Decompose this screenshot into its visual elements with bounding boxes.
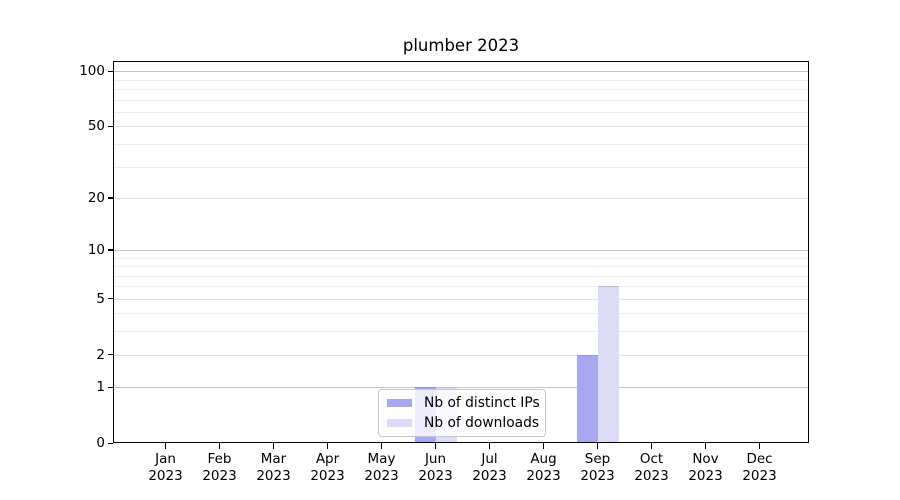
- x-axis-tick: [543, 443, 545, 449]
- x-axis-tick: [705, 443, 707, 449]
- gridline-major: [113, 387, 809, 389]
- x-axis-tick-label: Jan 2023: [148, 451, 183, 484]
- gridline-minor: [113, 79, 809, 81]
- y-axis-tick: [108, 249, 113, 251]
- x-axis-tick-label: Jun 2023: [418, 451, 453, 484]
- x-axis-tick-label: Apr 2023: [310, 451, 345, 484]
- x-axis-tick-label: Sep 2023: [580, 451, 615, 484]
- y-axis-tick: [108, 298, 113, 300]
- gridline-minor: [113, 112, 809, 114]
- gridline-minor: [113, 313, 809, 315]
- x-axis-tick-label: Feb 2023: [202, 451, 237, 484]
- x-axis-tick: [435, 443, 437, 449]
- legend-label-downloads: Nb of downloads: [424, 414, 540, 431]
- y-axis-tick-label: 20: [87, 189, 105, 206]
- legend-label-distinct-ips: Nb of distinct IPs: [424, 395, 540, 412]
- gridline-minor: [113, 266, 809, 268]
- gridline-minor: [113, 89, 809, 91]
- y-axis-tick-label: 5: [96, 290, 105, 307]
- x-axis-tick: [327, 443, 329, 449]
- x-axis-tick-label: Oct 2023: [634, 451, 669, 484]
- y-axis-tick-label: 0: [96, 435, 105, 451]
- gridline-minor: [113, 166, 809, 168]
- y-axis-tick: [108, 386, 113, 388]
- gridline-major: [113, 71, 809, 73]
- y-axis-tick-label: 50: [87, 118, 105, 135]
- gridline-mid: [113, 298, 809, 300]
- x-axis-tick-label: Dec 2023: [742, 451, 777, 484]
- chart-title: plumber 2023: [402, 36, 520, 55]
- legend-item-downloads: Nb of downloads: [387, 414, 539, 432]
- bar-distinct-ips-sep-2023: [576, 354, 598, 443]
- x-axis-tick: [597, 443, 599, 449]
- gridline-minor: [113, 331, 809, 333]
- gridline-mid: [113, 126, 809, 128]
- y-axis-tick: [108, 354, 113, 356]
- gridline-mid: [113, 354, 809, 356]
- x-axis-tick: [759, 443, 761, 449]
- x-axis-tick: [489, 443, 491, 449]
- y-axis-tick-label: 2: [96, 346, 105, 363]
- gridline-major: [113, 249, 809, 251]
- legend-item-distinct-ips: Nb of distinct IPs: [387, 394, 540, 412]
- gridline-minor: [113, 257, 809, 259]
- x-axis-tick: [651, 443, 653, 449]
- y-axis-tick: [108, 442, 113, 444]
- y-axis-tick: [108, 125, 113, 128]
- plot-frame: [113, 61, 809, 443]
- legend: Nb of distinct IPs Nb of downloads: [378, 389, 546, 437]
- legend-swatch-distinct-ips: [387, 399, 412, 408]
- gridline-minor: [113, 275, 809, 277]
- y-axis-tick: [108, 197, 113, 199]
- y-axis-tick: [108, 70, 113, 73]
- x-axis-tick: [165, 443, 167, 449]
- gridline-mid: [113, 197, 809, 199]
- y-axis-tick-label: 10: [87, 241, 105, 258]
- bar-downloads-sep-2023: [597, 286, 619, 443]
- x-axis-tick: [273, 443, 275, 449]
- x-axis-tick-label: Mar 2023: [256, 451, 291, 484]
- gridline-minor: [113, 286, 809, 288]
- y-axis-tick-label: 100: [79, 63, 105, 80]
- gridline-minor: [113, 99, 809, 101]
- y-axis-tick-label: 1: [96, 379, 105, 396]
- x-axis-tick: [219, 443, 221, 449]
- x-axis-tick: [381, 443, 383, 449]
- x-axis-tick-label: Aug 2023: [526, 451, 561, 484]
- gridline-minor: [113, 144, 809, 146]
- x-axis-tick-label: May 2023: [364, 451, 399, 484]
- legend-swatch-downloads: [387, 418, 412, 427]
- x-axis-tick-label: Jul 2023: [472, 451, 507, 484]
- x-axis-tick-label: Nov 2023: [688, 451, 723, 484]
